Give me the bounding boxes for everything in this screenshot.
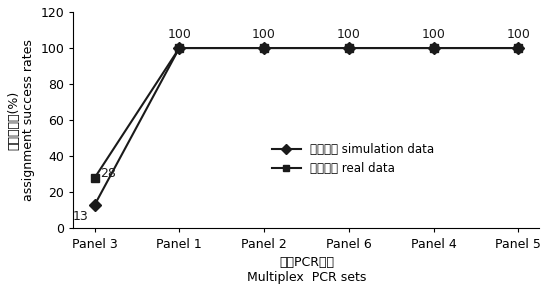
Y-axis label: 鉴定成功率(%)
assignment success rates: 鉴定成功率(%) assignment success rates [7, 39, 35, 201]
Text: 28: 28 [101, 166, 117, 180]
Text: 100: 100 [252, 28, 276, 41]
Legend: 模拟数据 simulation data, 实际数据 real data: 模拟数据 simulation data, 实际数据 real data [267, 139, 439, 180]
Text: 100: 100 [337, 28, 361, 41]
Text: 13: 13 [73, 210, 89, 223]
X-axis label: 多重PCR组合
Multiplex  PCR sets: 多重PCR组合 Multiplex PCR sets [247, 256, 366, 284]
Text: 100: 100 [507, 28, 530, 41]
Text: 100: 100 [422, 28, 446, 41]
Text: 100: 100 [167, 28, 191, 41]
